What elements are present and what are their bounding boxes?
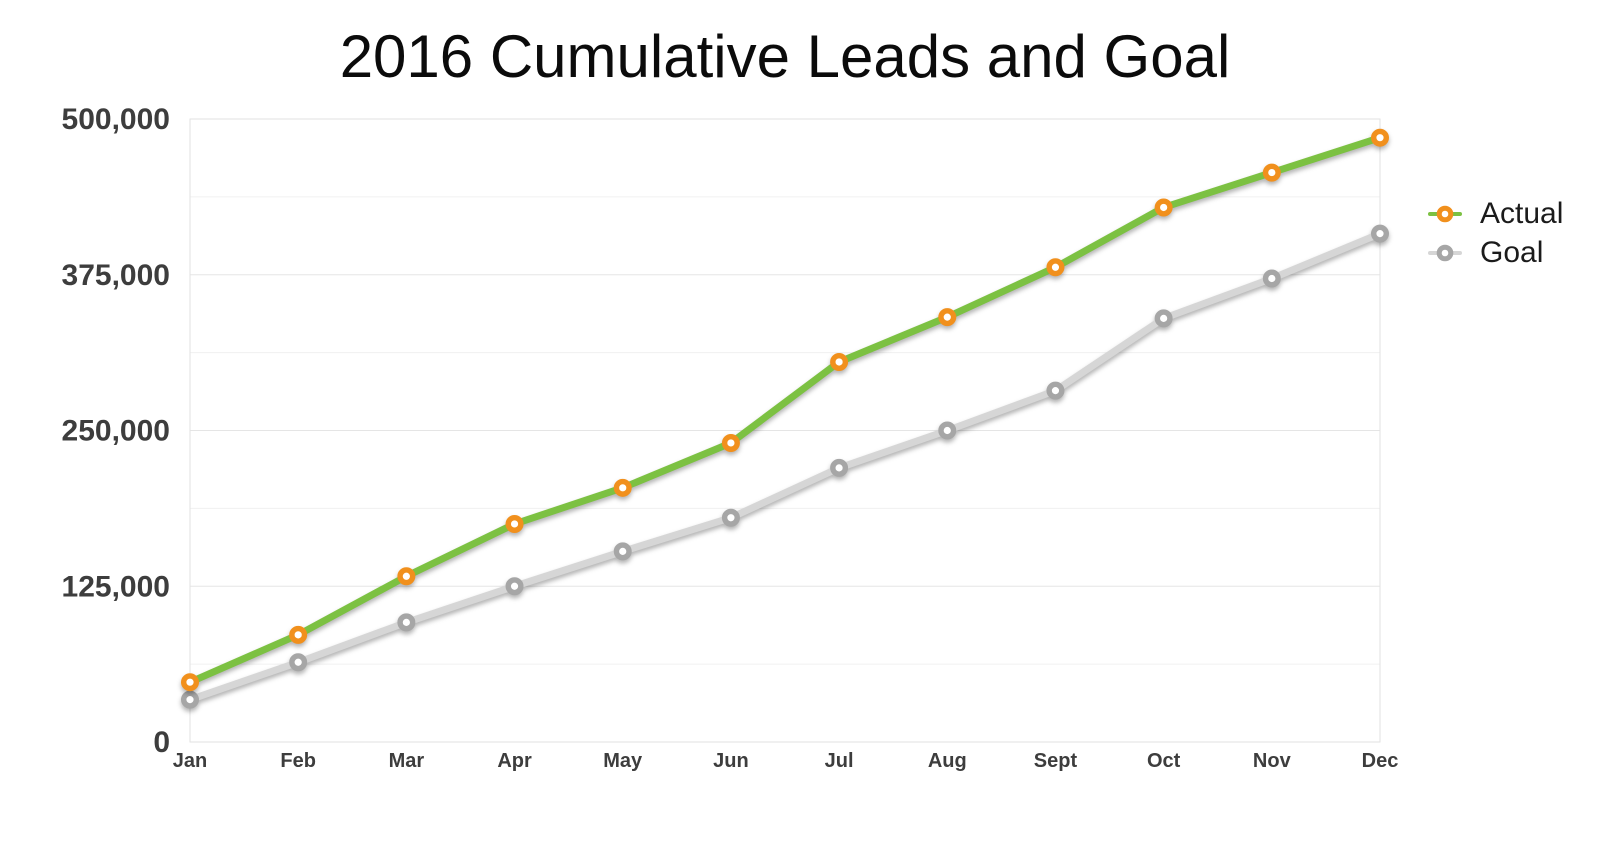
actual-legend-marker-icon [1428,205,1462,222]
goal-marker-aug [938,421,957,440]
actual-marker-nov [1262,163,1281,182]
actual-marker-jul [830,352,849,371]
x-tick-label-oct: Oct [1147,750,1181,772]
goal-marker-oct [1154,309,1173,328]
x-tick-label-nov: Nov [1253,750,1292,772]
goal-marker-may [613,542,632,561]
actual-marker-aug [938,308,957,327]
actual-marker-dec [1370,128,1389,147]
legend-label-goal: Goal [1480,235,1544,269]
goal-marker-dec [1370,224,1389,243]
legend-label-actual: Actual [1480,196,1564,230]
plot-border [189,118,1381,743]
y-tick-label-125,000: 125,000 [62,570,170,603]
goal-legend-ring [1436,244,1454,261]
goal-line [186,230,1384,704]
x-tick-label-jan: Jan [173,750,207,772]
y-tick-label-250,000: 250,000 [62,415,170,448]
x-tick-label-may: May [603,750,643,772]
goal-series [180,224,1389,709]
actual-series [180,128,1389,692]
x-tick-label-mar: Mar [389,750,425,772]
x-tick-label-sept: Sept [1034,750,1078,772]
goal-marker-nov [1262,269,1281,288]
y-tick-label-500,000: 500,000 [62,103,170,136]
goal-marker-apr [505,577,524,596]
legend-item-actual: Actual [1428,194,1563,233]
x-tick-label-jul: Jul [825,750,854,772]
goal-marker-jul [830,458,849,477]
x-tick-label-dec: Dec [1362,750,1399,772]
actual-marker-sept [1046,258,1065,277]
legend-item-goal: Goal [1428,233,1563,272]
goal-marker-sept [1046,381,1065,400]
goal-marker-jan [180,690,199,709]
x-tick-label-aug: Aug [928,750,967,772]
actual-marker-feb [289,625,308,644]
goal-marker-feb [289,653,308,672]
actual-marker-jun [721,433,740,452]
actual-marker-mar [397,567,416,586]
chart-title: 2016 Cumulative Leads and Goal [339,23,1231,90]
actual-legend-ring [1436,205,1454,222]
actual-line [186,134,1384,686]
x-tick-label-apr: Apr [497,750,532,772]
y-tick-label-375,000: 375,000 [62,259,170,292]
legend: Actual Goal [1428,194,1563,272]
actual-marker-oct [1154,198,1173,217]
actual-marker-may [613,478,632,497]
actual-marker-apr [505,514,524,533]
goal-marker-mar [397,613,416,632]
goal-legend-marker-icon [1428,244,1462,261]
x-tick-label-feb: Feb [280,750,316,772]
x-tick-label-jun: Jun [713,750,749,772]
actual-marker-jan [180,673,199,692]
y-tick-label-0: 0 [153,726,170,759]
goal-marker-jun [721,508,740,527]
